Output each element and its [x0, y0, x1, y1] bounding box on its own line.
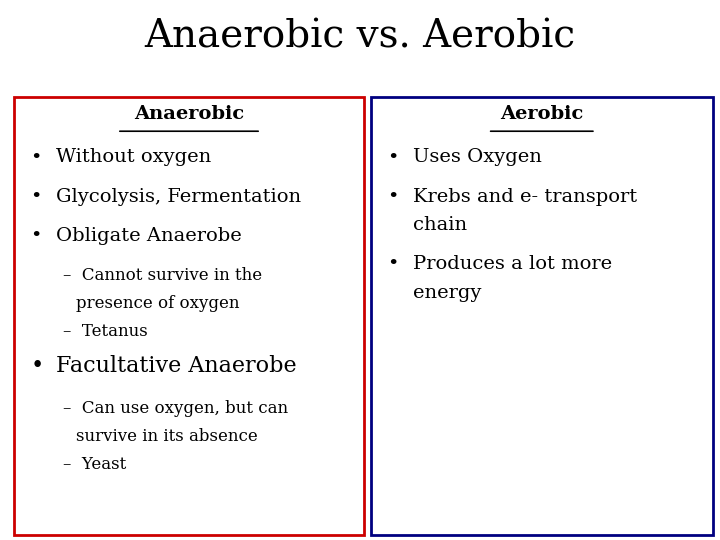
Text: Without oxygen: Without oxygen	[56, 148, 212, 166]
Text: energy: energy	[413, 284, 481, 301]
Text: Anaerobic: Anaerobic	[134, 105, 244, 123]
Text: Produces a lot more: Produces a lot more	[413, 255, 612, 273]
Text: –  Cannot survive in the: – Cannot survive in the	[63, 267, 263, 284]
Text: chain: chain	[413, 216, 467, 234]
Text: presence of oxygen: presence of oxygen	[76, 295, 239, 312]
Text: •: •	[387, 148, 398, 166]
Text: Anaerobic vs. Aerobic: Anaerobic vs. Aerobic	[145, 19, 575, 56]
Text: •: •	[387, 255, 398, 273]
Text: Aerobic: Aerobic	[500, 105, 583, 123]
Text: Facultative Anaerobe: Facultative Anaerobe	[56, 355, 297, 377]
FancyBboxPatch shape	[14, 97, 364, 535]
Text: Uses Oxygen: Uses Oxygen	[413, 148, 541, 166]
Text: –  Tetanus: – Tetanus	[63, 323, 148, 340]
Text: •: •	[30, 148, 42, 166]
Text: •: •	[387, 188, 398, 206]
Text: •: •	[30, 188, 42, 206]
FancyBboxPatch shape	[371, 97, 713, 535]
Text: Obligate Anaerobe: Obligate Anaerobe	[56, 227, 242, 245]
Text: Krebs and e- transport: Krebs and e- transport	[413, 188, 636, 206]
Text: –  Yeast: – Yeast	[63, 456, 127, 472]
Text: survive in its absence: survive in its absence	[76, 428, 257, 444]
Text: •: •	[30, 227, 42, 245]
Text: •: •	[30, 355, 43, 377]
Text: –  Can use oxygen, but can: – Can use oxygen, but can	[63, 400, 289, 416]
Text: Glycolysis, Fermentation: Glycolysis, Fermentation	[56, 188, 301, 206]
